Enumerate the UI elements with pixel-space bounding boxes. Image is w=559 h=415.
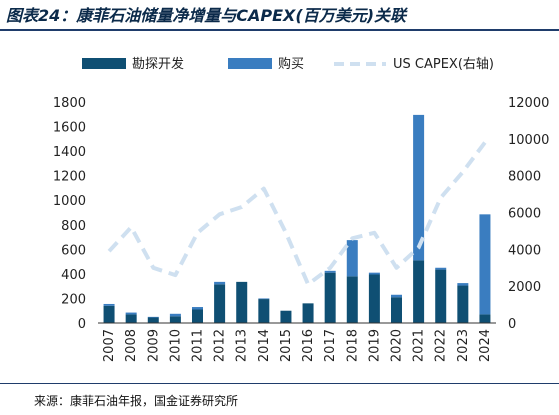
- y-left-tick-label: 1400: [53, 145, 86, 160]
- bar-purchase: [169, 313, 181, 317]
- bar-exploration: [457, 285, 469, 323]
- x-tick-label: 2018: [345, 329, 360, 362]
- x-tick-label: 2019: [367, 329, 382, 362]
- y-left-tick-label: 1600: [53, 121, 86, 136]
- x-tick-label: 2014: [257, 329, 272, 362]
- bottom-rule: [0, 383, 559, 384]
- y-left-tick-label: 1000: [53, 194, 86, 209]
- y-right-tick-label: 6000: [508, 207, 541, 222]
- bar-exploration: [169, 316, 181, 323]
- x-tick-label: 2012: [213, 329, 228, 362]
- bar-purchase: [479, 214, 491, 315]
- bar-purchase: [413, 114, 425, 261]
- bar-exploration: [103, 305, 115, 323]
- x-tick-label: 2008: [124, 329, 139, 362]
- bar-exploration: [236, 281, 248, 323]
- legend: 勘探开发 购买 US CAPEX(右轴): [82, 56, 494, 72]
- bar-purchase: [214, 281, 226, 285]
- bar-exploration: [413, 260, 425, 323]
- x-tick-label: 2009: [146, 329, 161, 362]
- bar-exploration: [302, 303, 314, 323]
- y-right-tick-label: 12000: [508, 96, 549, 111]
- title-rule: [0, 29, 559, 31]
- bars: [103, 114, 491, 323]
- bar-purchase: [368, 272, 380, 275]
- y-left-tick-label: 600: [61, 243, 86, 258]
- y-right-axis: 0 2000 4000 6000 8000 10000 12000: [508, 96, 549, 332]
- bar-exploration: [324, 272, 336, 323]
- legend-swatch-exploration: [82, 58, 126, 69]
- bar-exploration: [214, 284, 226, 323]
- x-tick-label: 2023: [456, 329, 471, 362]
- bar-purchase: [346, 240, 358, 277]
- bar-purchase: [457, 283, 469, 286]
- x-tick-label: 2016: [301, 329, 316, 362]
- legend-label-exploration: 勘探开发: [132, 56, 184, 72]
- y-left-tick-label: 800: [61, 219, 86, 234]
- bar-exploration: [368, 274, 380, 323]
- y-left-tick-label: 400: [61, 268, 86, 283]
- x-tick-label: 2021: [412, 329, 427, 362]
- x-tick-label: 2020: [390, 329, 405, 362]
- source-note: 来源：康菲石油年报，国金证券研究所: [34, 394, 239, 408]
- bar-exploration: [435, 269, 447, 323]
- x-tick-label: 2011: [191, 329, 206, 362]
- bar-purchase: [125, 312, 137, 315]
- bar-exploration: [479, 314, 491, 323]
- figure-title: 图表24：康菲石油储量净增量与CAPEX(百万美元)关联: [6, 6, 407, 25]
- y-left-tick-label: 1200: [53, 170, 86, 185]
- bar-exploration: [391, 297, 402, 323]
- x-tick-label: 2010: [168, 329, 183, 362]
- x-tick-label: 2022: [434, 329, 449, 362]
- y-right-tick-label: 8000: [508, 170, 541, 185]
- x-tick-label: 2013: [235, 329, 250, 362]
- bar-purchase: [435, 267, 447, 270]
- y-left-tick-label: 1800: [53, 96, 86, 111]
- bar-exploration: [125, 314, 137, 323]
- bar-purchase: [391, 294, 402, 298]
- bar-purchase: [192, 307, 203, 310]
- bar-exploration: [192, 309, 203, 323]
- x-tick-label: 2007: [102, 329, 117, 362]
- x-tick-label: 2017: [323, 329, 338, 362]
- y-right-tick-label: 2000: [508, 280, 541, 295]
- y-left-tick-label: 0: [78, 317, 86, 332]
- bar-purchase: [324, 270, 336, 273]
- chart: 勘探开发 购买 US CAPEX(右轴) 0 200 400 600 800 1000 1200…: [53, 56, 549, 362]
- capex-line: [107, 141, 487, 287]
- bar-exploration: [147, 317, 159, 323]
- y-right-tick-label: 4000: [508, 243, 541, 258]
- capex-line-layer: [107, 141, 487, 287]
- bar-purchase: [258, 298, 270, 300]
- y-left-axis: 0 200 400 600 800 1000 1200 1400 1600 1800: [53, 96, 86, 332]
- y-right-tick-label: 10000: [508, 133, 549, 148]
- bar-purchase: [103, 303, 115, 306]
- x-axis: 2007 2008 2009 2010 2011 2012 2013 2014 2015 2016…: [98, 322, 496, 362]
- legend-swatch-purchase: [228, 58, 272, 69]
- bar-exploration: [258, 299, 270, 323]
- legend-label-capex: US CAPEX(右轴): [393, 57, 494, 72]
- bar-exploration: [346, 276, 358, 323]
- y-right-tick-label: 0: [508, 317, 516, 332]
- bar-purchase: [147, 316, 159, 318]
- x-tick-label: 2024: [478, 329, 493, 362]
- x-tick-label: 2015: [279, 329, 294, 362]
- legend-label-purchase: 购买: [278, 56, 304, 72]
- bar-exploration: [280, 310, 292, 323]
- y-left-tick-label: 200: [61, 292, 86, 307]
